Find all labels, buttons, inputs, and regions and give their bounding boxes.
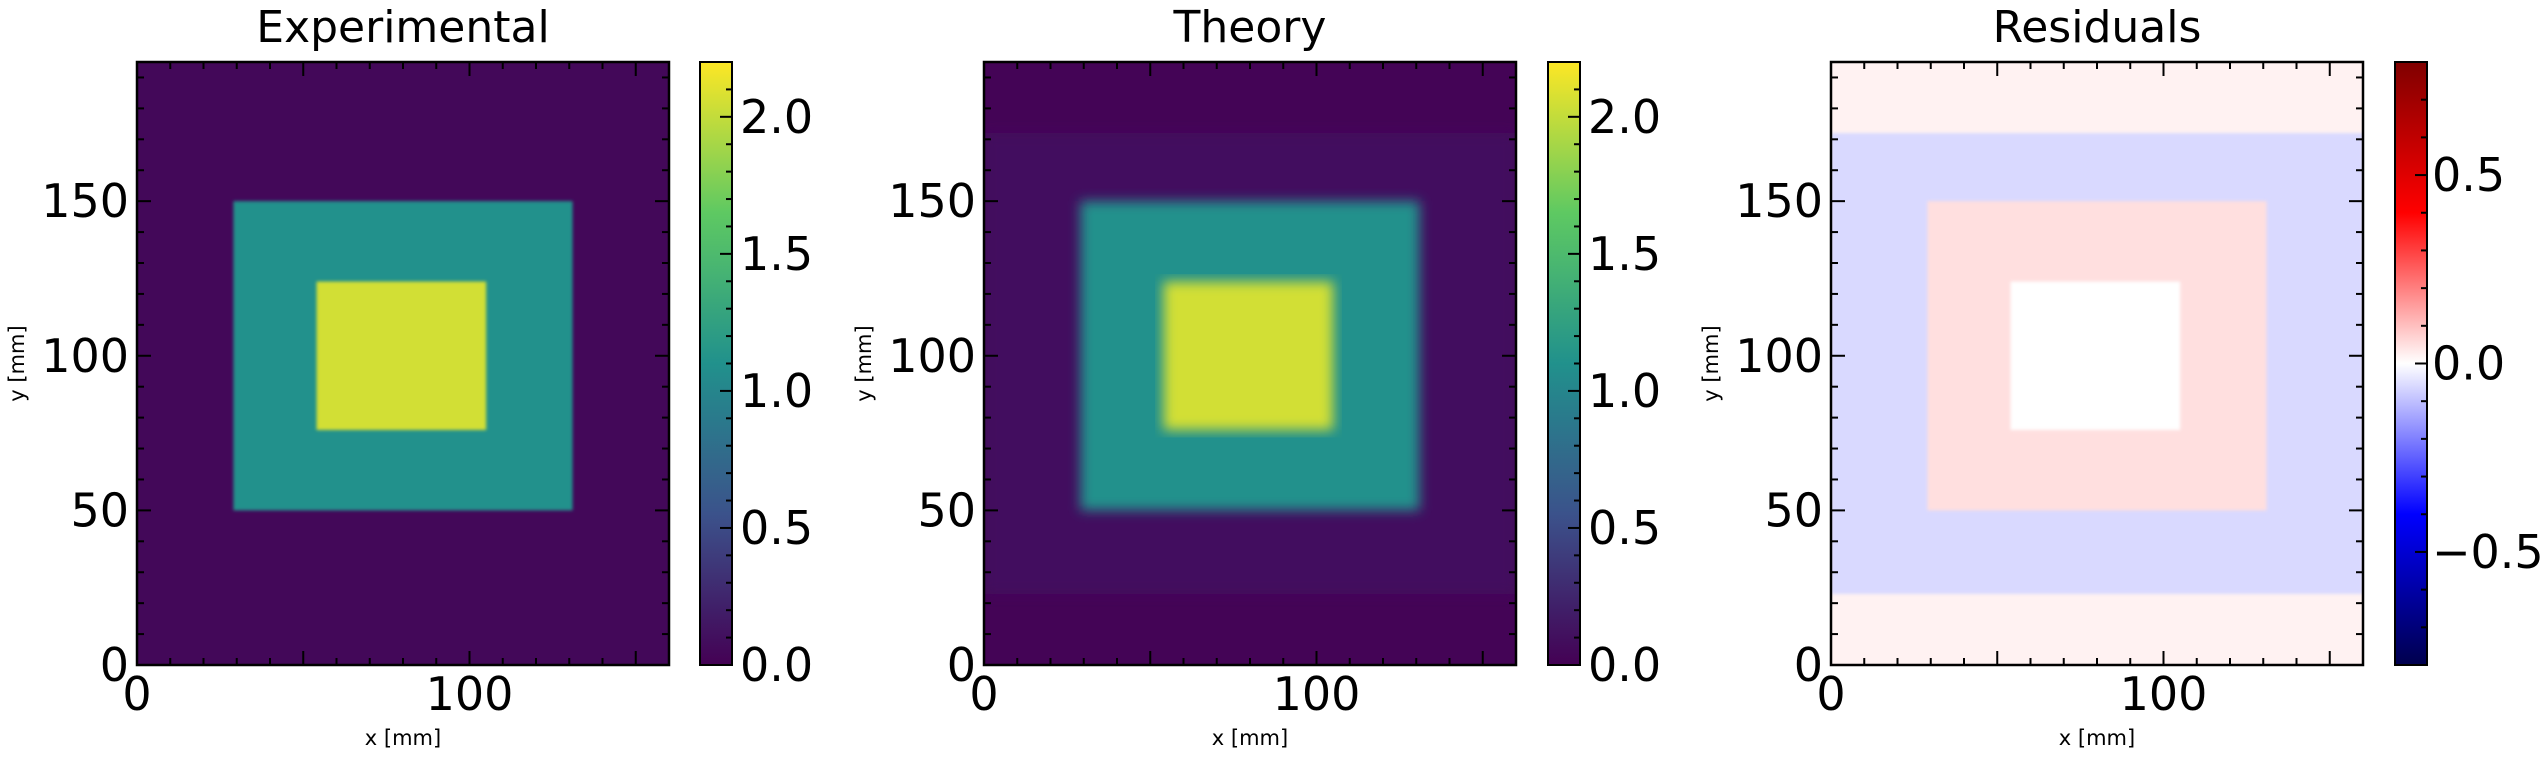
region-inner-square	[1163, 281, 1334, 430]
x-tick-label: 0	[969, 667, 998, 721]
panel-title: Experimental	[256, 2, 549, 53]
colorbar-tick-label: 0.5	[2432, 148, 2505, 202]
colorbar-tick-label: 2.0	[1588, 90, 1661, 144]
y-tick-label: 50	[917, 483, 976, 537]
x-axis-label: x [mm]	[2059, 726, 2135, 750]
y-axis-label: y [mm]	[5, 325, 29, 401]
y-tick-label: 50	[70, 483, 129, 537]
y-tick-label: 0	[947, 638, 976, 692]
colorbar-tick-label: 1.0	[1588, 364, 1661, 418]
x-axis-label: x [mm]	[365, 726, 441, 750]
panel-title: Residuals	[1993, 2, 2202, 53]
panel-theory: 0 100 0 50 100 150 Theory x [mm] y [mm] 0.0 0.5 1.0…	[852, 2, 1661, 750]
y-tick-label: 100	[888, 329, 976, 383]
colorbar-tick-label: 0.0	[740, 638, 813, 692]
colorbar-tick-label: −0.5	[2432, 525, 2544, 579]
y-tick-label: 0	[1794, 638, 1823, 692]
y-tick-label: 100	[1735, 329, 1823, 383]
colorbar-tick-label: 0.5	[1588, 501, 1661, 555]
panel-residuals: 0 100 0 50 100 150 Residuals x [mm] y [mm] −0.5 0.…	[1699, 2, 2544, 750]
colorbar-tick-label: 1.0	[740, 364, 813, 418]
x-tick-label: 100	[2120, 667, 2208, 721]
heatmap-image	[1831, 62, 2363, 665]
x-axis-label: x [mm]	[1212, 726, 1288, 750]
x-tick-label: 100	[1273, 667, 1361, 721]
panel-experimental: 0 100 0 50 100 150 Experimental x [mm] y [mm] 0.0…	[5, 2, 813, 750]
y-axis-label: y [mm]	[1699, 325, 1723, 401]
y-tick-label: 100	[41, 329, 129, 383]
y-axis-label: y [mm]	[852, 325, 876, 401]
heatmap-image	[984, 62, 1516, 665]
y-tick-label: 0	[100, 638, 129, 692]
region-inner-square	[316, 281, 487, 430]
x-tick-label: 0	[122, 667, 151, 721]
colorbar-tick-label: 0.0	[1588, 638, 1661, 692]
colorbar-tick-label: 1.5	[740, 227, 813, 281]
panel-title: Theory	[1173, 2, 1327, 53]
y-tick-label: 150	[888, 174, 976, 228]
y-tick-label: 150	[41, 174, 129, 228]
x-tick-label: 100	[426, 667, 514, 721]
y-tick-label: 150	[1735, 174, 1823, 228]
heatmap-image	[137, 62, 669, 665]
colorbar-tick-label: 2.0	[740, 90, 813, 144]
colorbar-tick-label: 0.0	[2432, 337, 2505, 391]
colorbar-tick-label: 1.5	[1588, 227, 1661, 281]
y-tick-label: 50	[1764, 483, 1823, 537]
x-tick-label: 0	[1816, 667, 1845, 721]
region-inner-square	[2010, 281, 2181, 430]
colorbar-tick-label: 0.5	[740, 501, 813, 555]
